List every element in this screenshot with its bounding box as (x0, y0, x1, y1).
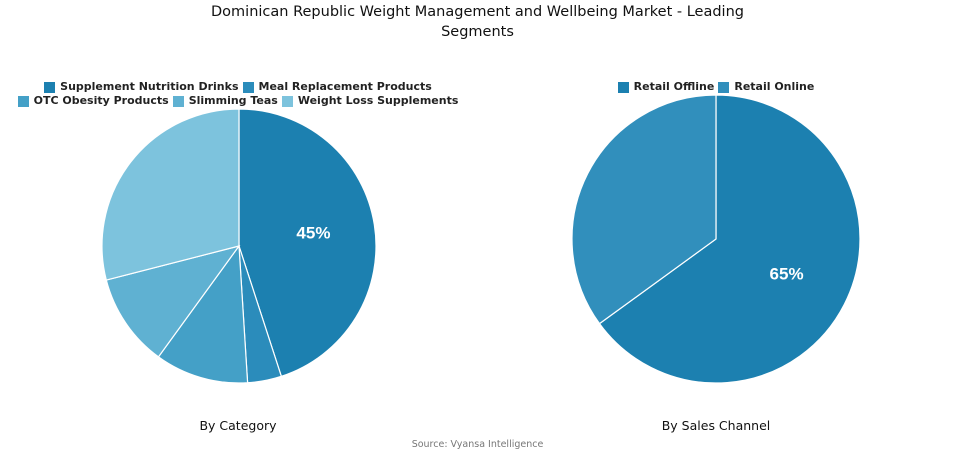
legend-swatch (44, 81, 56, 93)
legend-swatch (172, 95, 184, 107)
sales-channel-caption: By Sales Channel (661, 418, 771, 433)
pie-slice-slimming-teas (105, 245, 241, 358)
legend-label: Meal Replacement Products (258, 80, 432, 93)
legend-swatch (242, 81, 254, 93)
legend-label: Weight Loss Supplements (297, 94, 459, 107)
category-legend-row-1: Supplement Nutrition Drinks Meal Replace… (28, 80, 448, 94)
legend-item-retail-offline: Retail Offline (617, 80, 715, 94)
legend-label: OTC Obesity Products (33, 94, 169, 107)
legend-label: Retail Online (734, 80, 815, 93)
legend-item-slimming-teas: Slimming Teas (172, 94, 278, 108)
pie-slice-otc-obesity-products (157, 244, 249, 384)
sales-channel-legend-row: Retail Offline Retail Online (566, 80, 866, 94)
pie-slice-weight-loss-supplements (101, 108, 240, 281)
category-legend-row-2: OTC Obesity Products Slimming Teas Weigh… (17, 94, 458, 108)
legend-label: Retail Offline (633, 80, 715, 93)
legend-swatch (281, 95, 293, 107)
sales-channel-legend: Retail Offline Retail Online (566, 80, 866, 94)
pie-data-label: 65% (770, 264, 804, 283)
pie-chart-by-sales-channel: 65% (571, 94, 861, 384)
pie-slice-retail-online (571, 94, 717, 325)
legend-label: Supplement Nutrition Drinks (60, 80, 239, 93)
legend-swatch (718, 81, 730, 93)
legend-item-otc-obesity-products: OTC Obesity Products (17, 94, 169, 108)
legend-item-retail-online: Retail Online (718, 80, 814, 94)
legend-item-meal-replacement-products: Meal Replacement Products (242, 80, 432, 94)
pie-chart-by-category: 45% (101, 108, 377, 384)
pie-data-label: 45% (296, 224, 330, 243)
category-legend: Supplement Nutrition Drinks Meal Replace… (17, 80, 458, 108)
chart-title-line-2: Segments (441, 24, 514, 40)
category-caption: By Category (199, 418, 277, 433)
chart-title: Dominican Republic Weight Management and… (0, 2, 955, 42)
pie-slice-supplement-nutrition-drinks (238, 108, 377, 378)
legend-swatch (617, 81, 629, 93)
pie-slice-retail-offline (598, 94, 861, 384)
legend-item-supplement-nutrition-drinks: Supplement Nutrition Drinks (44, 80, 239, 94)
legend-swatch (17, 95, 29, 107)
legend-item-weight-loss-supplements: Weight Loss Supplements (281, 94, 459, 108)
legend-label: Slimming Teas (188, 94, 278, 107)
chart-title-line-1: Dominican Republic Weight Management and… (211, 4, 744, 20)
source-note: Source: Vyansa Intelligence (411, 439, 544, 450)
